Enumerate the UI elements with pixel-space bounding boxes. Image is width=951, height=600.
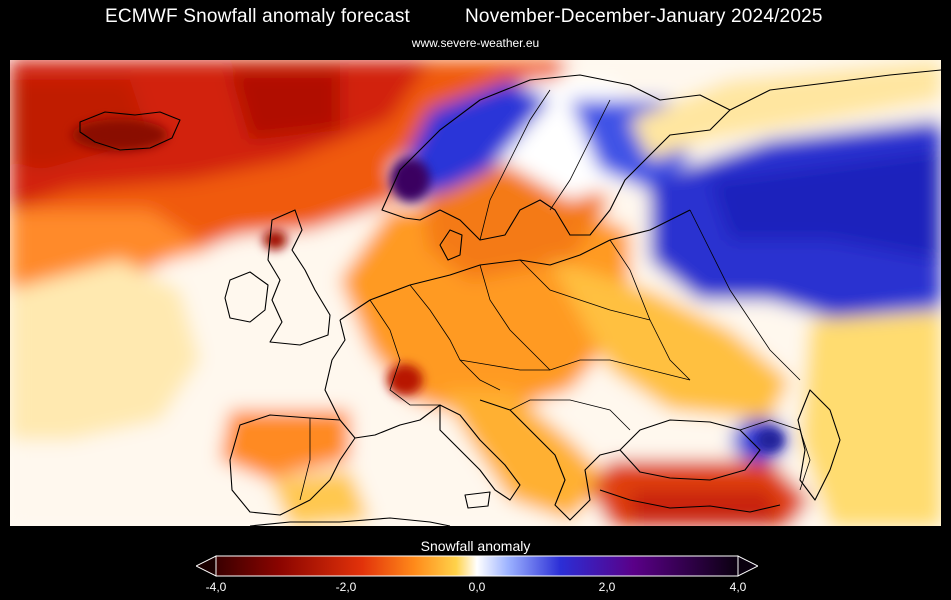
title-period: November-December-January 2024/2025 <box>465 6 823 27</box>
legend-title: Snowfall anomaly <box>420 538 531 554</box>
border-poland-east <box>519 259 651 321</box>
border-sweden-finland <box>549 99 611 211</box>
coast-anatolia <box>599 489 781 513</box>
legend-right-arrow <box>737 555 758 577</box>
border-norway-sweden <box>479 89 551 241</box>
anomaly-map <box>10 60 941 526</box>
coast-balkans <box>479 399 621 521</box>
coast-france <box>324 319 346 421</box>
border-ukraine <box>549 359 691 381</box>
border-france-east <box>369 299 440 406</box>
coast-med-north <box>354 404 441 439</box>
source-watermark: www.severe-weather.eu <box>411 36 540 50</box>
coast-sicily <box>464 491 491 509</box>
border-caucasus <box>739 419 811 491</box>
border-russia <box>689 209 801 381</box>
border-germany <box>409 284 501 391</box>
border-poland-west <box>479 264 551 371</box>
legend-tick-max: 4,0 <box>729 580 747 594</box>
border-belarus <box>609 239 691 381</box>
legend-left-arrow <box>196 555 217 577</box>
map-canvas <box>10 60 941 526</box>
country-borders <box>299 89 811 501</box>
legend-tick-zero: 0,0 <box>468 580 486 594</box>
legend-tick-pos2: 2,0 <box>598 580 616 594</box>
legend-tick-neg2: -2,0 <box>335 580 357 594</box>
legend-tick-min: -4,0 <box>205 580 227 594</box>
title-model: ECMWF Snowfall anomaly forecast <box>105 6 411 27</box>
chart-title: ECMWF Snowfall anomaly forecast November… <box>0 6 951 30</box>
coast-north-africa <box>249 517 451 526</box>
border-alps <box>459 359 550 371</box>
coast-britain <box>267 209 331 346</box>
coast-ireland <box>224 271 269 323</box>
legend-colorbar <box>196 555 758 577</box>
border-spain-portugal <box>299 418 311 501</box>
anomaly-field <box>10 60 941 526</box>
coast-scandinavia <box>381 74 731 241</box>
coast-black-sea <box>619 419 761 481</box>
coast-iceland <box>79 111 181 151</box>
coast-arctic <box>729 69 941 111</box>
coast-denmark <box>439 229 463 261</box>
legend-gradient <box>215 555 739 577</box>
coast-italy <box>439 404 521 501</box>
border-danube <box>509 399 631 431</box>
